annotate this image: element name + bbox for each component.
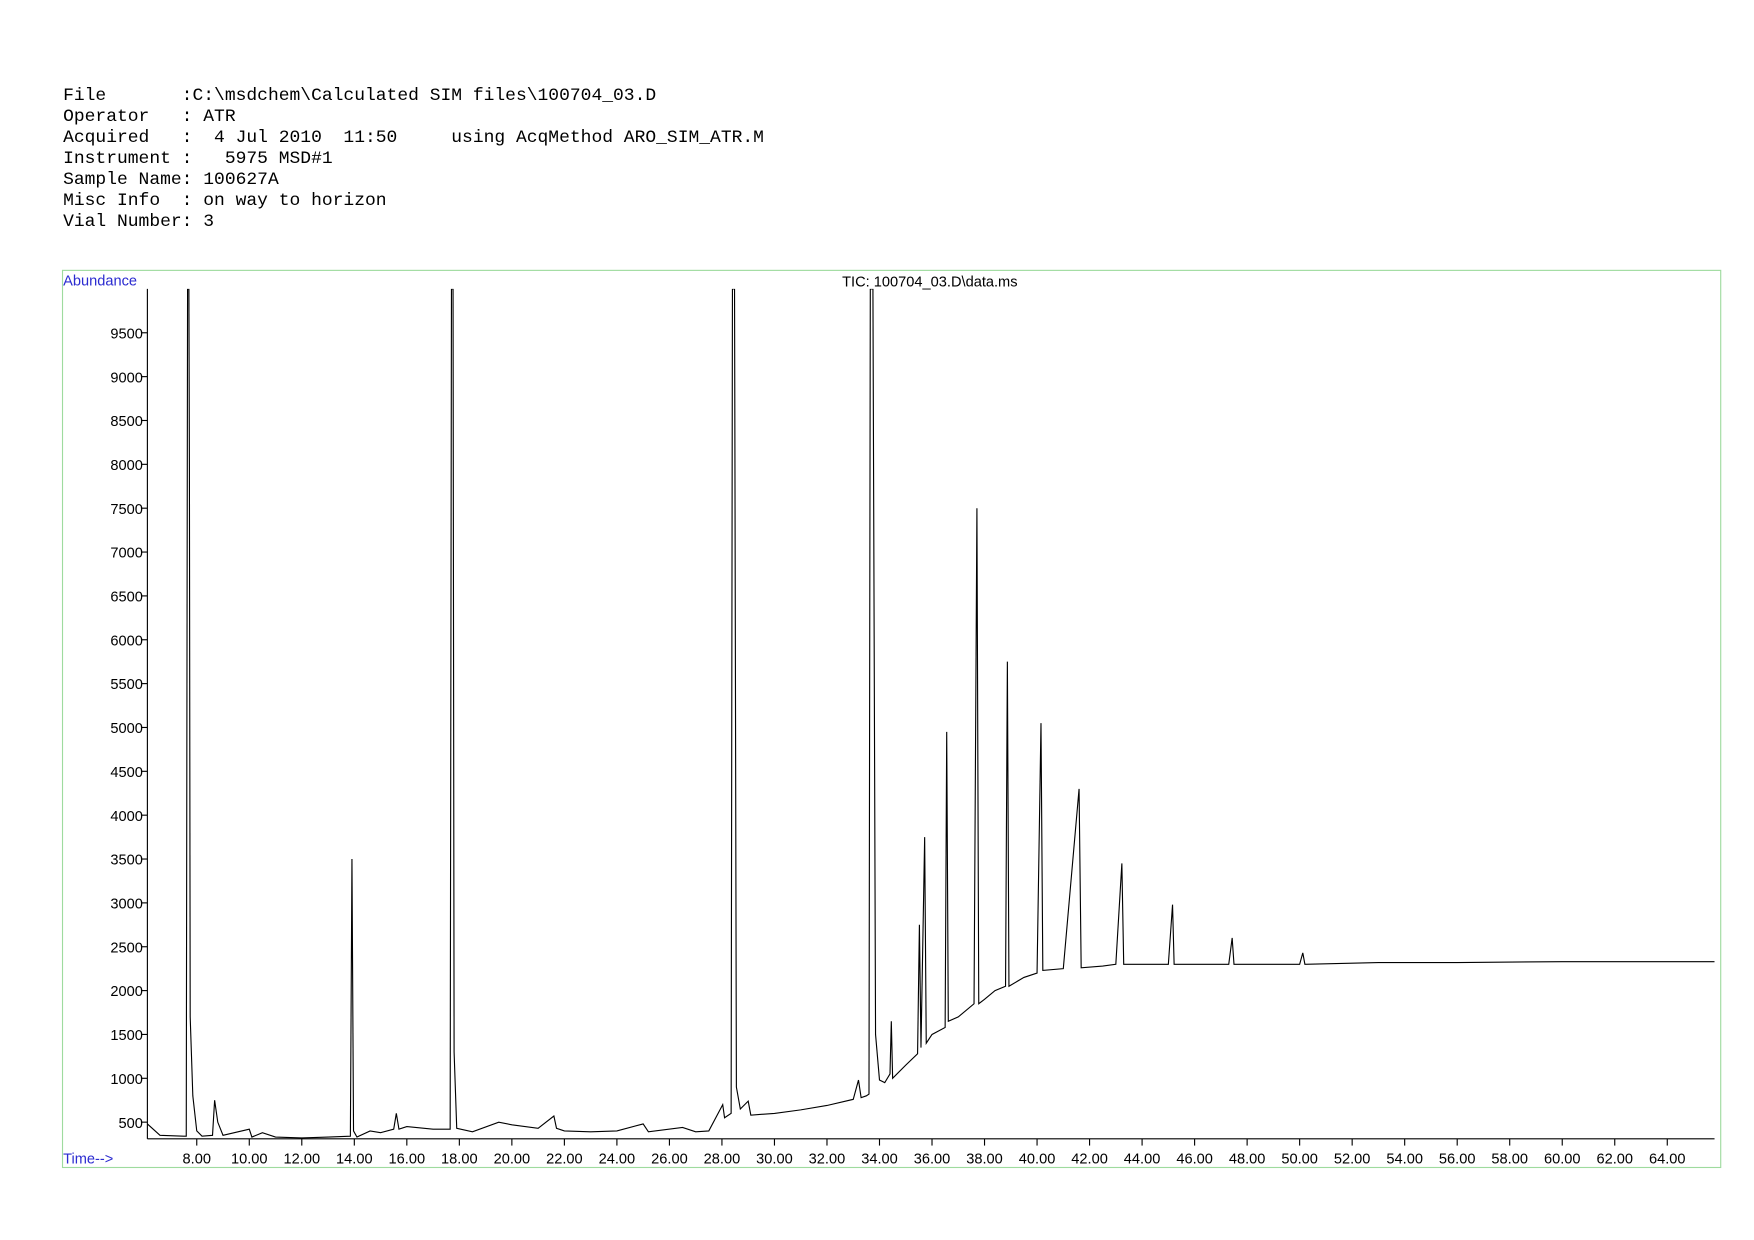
tic-trace [147,288,1715,1139]
x-tick-label: 42.00 [1071,1152,1108,1168]
x-tick-label: 18.00 [441,1152,478,1168]
x-axis-label: Time--> [63,1152,113,1168]
x-tick-label: 62.00 [1596,1152,1633,1168]
y-tick-label: 9000 [110,370,143,386]
x-tick-label: 56.00 [1439,1152,1476,1168]
header: File :C:\msdchem\Calculated SIM files\10… [63,86,764,232]
y-tick-label: 5500 [110,677,143,693]
y-tick-label: 7500 [110,502,143,518]
y-tick-label: 4000 [110,809,143,825]
y-axis-label: Abundance [63,274,137,290]
plot-frame [61,269,1722,1169]
x-tick-label: 48.00 [1229,1152,1266,1168]
header-line: Operator : ATR [63,107,236,127]
x-tick-label: 28.00 [704,1152,741,1168]
y-tick-label: 6000 [110,633,143,649]
x-tick-label: 26.00 [651,1152,688,1168]
x-tick-label: 32.00 [809,1152,846,1168]
y-tick-label: 7000 [110,546,143,562]
x-tick-label: 30.00 [756,1152,793,1168]
x-tick-label: 22.00 [546,1152,583,1168]
header-line: Misc Info : on way to horizon [63,191,387,211]
header-line: File :C:\msdchem\Calculated SIM files\10… [63,86,656,106]
y-tick-label: 4500 [110,765,143,781]
y-tick-label: 500 [119,1116,143,1132]
x-tick-label: 50.00 [1281,1152,1318,1168]
x-tick-label: 34.00 [861,1152,898,1168]
header-line: Acquired : 4 Jul 2010 11:50 using AcqMet… [63,128,764,148]
x-tick-label: 20.00 [494,1152,531,1168]
header-line: Sample Name: 100627A [63,170,279,190]
x-tick-label: 10.00 [231,1152,268,1168]
x-tick-label: 36.00 [914,1152,951,1168]
x-tick-label: 40.00 [1019,1152,1056,1168]
x-tick-label: 44.00 [1124,1152,1161,1168]
x-tick-label: 46.00 [1176,1152,1213,1168]
y-tick-label: 1000 [110,1072,143,1088]
x-tick-label: 16.00 [389,1152,426,1168]
y-tick-label: 3000 [110,897,143,913]
y-tick-label: 5000 [110,721,143,737]
x-tick-label: 58.00 [1491,1152,1528,1168]
x-tick-label: 14.00 [336,1152,373,1168]
y-tick-label: 9500 [110,326,143,342]
chart-title: TIC: 100704_03.D\data.ms [842,275,1017,291]
x-tick-label: 60.00 [1544,1152,1581,1168]
y-tick-label: 2500 [110,940,143,956]
y-tick-label: 2000 [110,984,143,1000]
y-tick-label: 6500 [110,590,143,606]
x-tick-label: 24.00 [599,1152,636,1168]
y-tick-label: 8000 [110,458,143,474]
y-tick-label: 8500 [110,414,143,430]
header-line: Instrument : 5975 MSD#1 [63,149,333,169]
y-tick-label: 1500 [110,1028,143,1044]
x-tick-label: 8.00 [183,1152,211,1168]
x-tick-label: 38.00 [966,1152,1003,1168]
x-tick-label: 54.00 [1386,1152,1423,1168]
y-tick-label: 3500 [110,853,143,869]
x-tick-label: 12.00 [284,1152,321,1168]
x-tick-label: 64.00 [1649,1152,1686,1168]
header-line: Vial Number: 3 [63,212,214,232]
x-tick-label: 52.00 [1334,1152,1371,1168]
